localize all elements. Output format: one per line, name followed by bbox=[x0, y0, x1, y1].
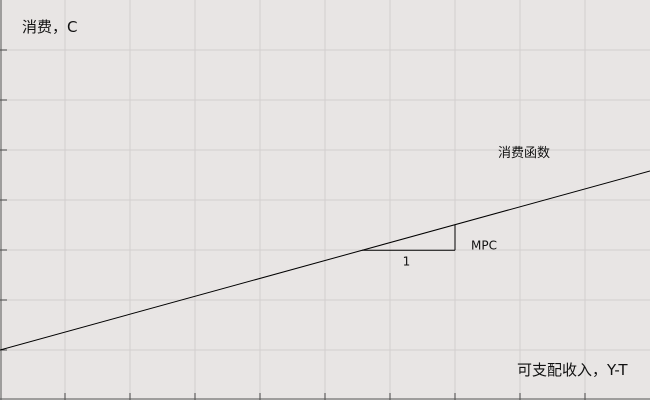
slope-run-label: 1 bbox=[403, 254, 411, 268]
y-axis-label: 消费，C bbox=[22, 18, 77, 36]
axis-ticks bbox=[0, 49, 586, 400]
slope-rise-label: MPC bbox=[471, 238, 497, 252]
x-axis-label: 可支配收入，Y-T bbox=[517, 361, 628, 379]
consumption-function-line bbox=[0, 170, 650, 351]
series-label: 消费函数 bbox=[498, 146, 550, 161]
